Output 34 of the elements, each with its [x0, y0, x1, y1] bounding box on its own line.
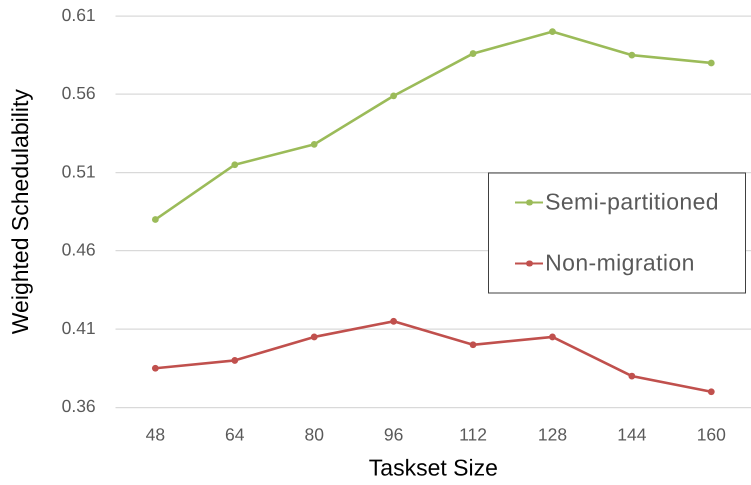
y-tick-label: 0.61	[62, 4, 96, 25]
x-tick-label: 48	[146, 424, 166, 445]
point	[152, 216, 159, 223]
legend-label: Semi-partitioned	[545, 188, 719, 216]
y-tick-label: 0.36	[62, 396, 96, 416]
x-tick-label: 64	[225, 424, 245, 445]
y-tick-label: 0.56	[62, 83, 96, 104]
point	[390, 318, 398, 325]
x-tick-label: 80	[304, 424, 324, 445]
x-tick-label: 112	[459, 424, 487, 445]
x-tick-label: 96	[384, 424, 404, 445]
point	[708, 60, 715, 66]
point	[708, 388, 715, 396]
point	[549, 28, 556, 36]
point	[470, 341, 476, 348]
point	[549, 334, 556, 340]
point	[470, 50, 476, 57]
point	[390, 92, 398, 100]
x-tick-label: 144	[617, 424, 647, 445]
y-tick-label: 0.41	[62, 318, 96, 338]
point	[231, 161, 238, 168]
x-axis-title: Taskset Size	[368, 454, 498, 481]
point	[310, 140, 318, 148]
point	[152, 364, 159, 372]
point	[231, 357, 238, 364]
x-tick-label: 128	[538, 424, 568, 445]
y-tick-label: 0.51	[62, 161, 96, 182]
point	[310, 334, 318, 340]
point	[628, 372, 636, 380]
x-tick-label: 160	[696, 424, 726, 445]
y-tick-label: 0.46	[62, 240, 96, 260]
point	[628, 52, 636, 59]
y-axis-title: Weighted Schedulability	[7, 88, 34, 334]
legend-label: Non-migration	[545, 250, 695, 277]
